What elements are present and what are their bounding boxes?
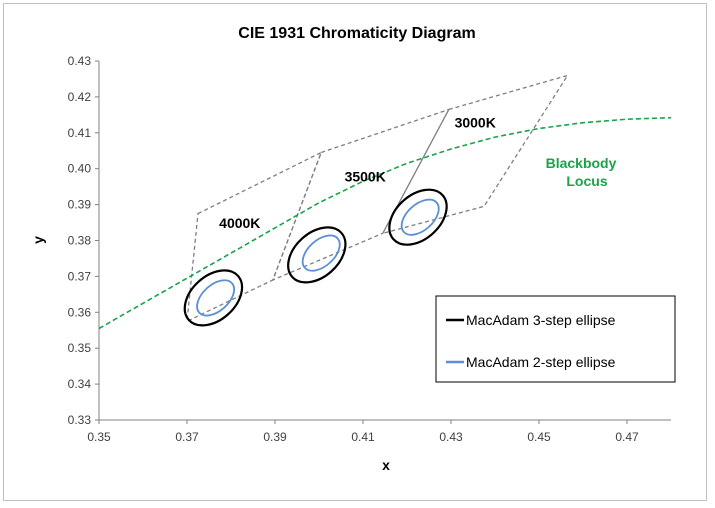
y-tick-label: 0.37 (68, 269, 92, 283)
macadam-ellipses (183, 188, 448, 327)
x-tick-label: 0.35 (87, 430, 111, 444)
macadam-3-step-ellipse (287, 226, 347, 284)
macadam-2-step-ellipse (301, 234, 341, 272)
cct-quadrangle-4000k (186, 151, 323, 323)
cct-quadrangle-3000k (381, 74, 570, 235)
x-tick-label: 0.43 (439, 430, 463, 444)
x-tick-label: 0.45 (527, 430, 551, 444)
x-tick-label: 0.37 (175, 430, 199, 444)
y-tick-label: 0.41 (68, 126, 92, 140)
y-tick-label: 0.34 (68, 377, 92, 391)
annotations: Blackbody Locus 4000K 3500K 3000K (219, 114, 616, 231)
y-tick-label: 0.35 (68, 341, 92, 355)
blackbody-label-line1: Blackbody (546, 155, 617, 171)
legend-label-3step: MacAdam 3-step ellipse (466, 312, 616, 328)
y-tick-label: 0.40 (68, 162, 92, 176)
y-tick-labels: 0.33 0.34 0.35 0.36 0.37 0.38 0.39 0.40 0.41 0.42… (68, 54, 92, 427)
x-tick-labels: 0.35 0.37 0.39 0.41 0.43 0.45 0.47 (87, 430, 639, 444)
macadam-2-step-ellipse (196, 279, 236, 317)
legend-label-2step: MacAdam 2-step ellipse (466, 354, 616, 370)
y-tick-label: 0.43 (68, 54, 92, 68)
y-tick-label: 0.42 (68, 90, 92, 104)
axes (95, 60, 671, 424)
cct-quadrangles (186, 74, 570, 323)
macadam-3-step-ellipse (183, 269, 244, 327)
y-tick-label: 0.38 (68, 234, 92, 248)
cct-label-3500k: 3500K (345, 168, 386, 184)
blackbody-locus-line (98, 116, 672, 330)
chart-title: CIE 1931 Chromaticity Diagram (238, 25, 475, 42)
y-axis-title: y (30, 236, 46, 244)
blackbody-locus (98, 116, 672, 330)
chart-frame (3, 3, 707, 501)
x-tick-label: 0.39 (263, 430, 287, 444)
legend-box (435, 295, 676, 383)
cct-label-4000k: 4000K (219, 215, 260, 231)
macadam-2-step-ellipse (400, 198, 440, 236)
x-tick-label: 0.41 (351, 430, 375, 444)
y-tick-label: 0.36 (68, 305, 92, 319)
x-axis-title: x (382, 457, 390, 473)
cct-quadrangle-3500k (271, 108, 451, 282)
cct-label-3000k: 3000K (455, 114, 496, 130)
y-tick-label: 0.33 (68, 413, 92, 427)
x-tick-label: 0.47 (615, 430, 639, 444)
blackbody-label-line2: Locus (566, 173, 607, 189)
y-tick-label: 0.39 (68, 198, 92, 212)
legend: MacAdam 3-step ellipse MacAdam 2-step el… (435, 295, 676, 383)
macadam-3-step-ellipse (388, 188, 448, 246)
